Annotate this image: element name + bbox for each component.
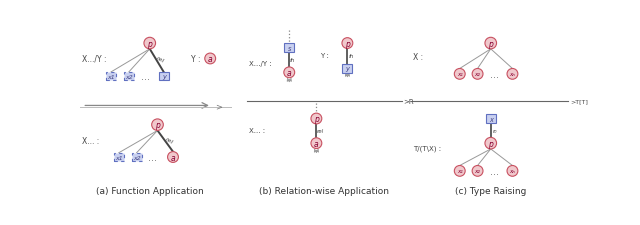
- Text: ...: ...: [141, 72, 150, 82]
- Circle shape: [472, 69, 483, 80]
- FancyBboxPatch shape: [284, 44, 294, 53]
- Text: rel: rel: [317, 129, 324, 134]
- Text: x1: x1: [107, 74, 115, 79]
- Circle shape: [311, 114, 322, 124]
- Text: x₂: x₂: [475, 72, 481, 77]
- Text: x₂: x₂: [475, 169, 481, 174]
- Text: p: p: [488, 39, 493, 48]
- Text: ...: ...: [148, 152, 157, 162]
- Text: X... :: X... :: [83, 136, 100, 145]
- Text: (c) Type Raising: (c) Type Raising: [455, 186, 527, 195]
- Text: p: p: [345, 39, 350, 48]
- Text: (b) Relation-wise Application: (b) Relation-wise Application: [259, 186, 389, 195]
- FancyBboxPatch shape: [114, 153, 124, 162]
- Text: r₀: r₀: [492, 129, 497, 134]
- Text: a: a: [208, 55, 212, 64]
- Circle shape: [507, 166, 518, 176]
- Text: y: y: [346, 66, 349, 72]
- Text: s: s: [287, 45, 291, 52]
- Text: X :: X :: [413, 53, 424, 62]
- Text: fn: fn: [349, 54, 354, 59]
- Text: p: p: [155, 121, 160, 130]
- Circle shape: [485, 38, 497, 50]
- Text: x₁: x₁: [457, 72, 463, 77]
- Text: X.../Y :: X.../Y :: [249, 61, 272, 67]
- Text: rel: rel: [156, 55, 165, 64]
- Text: Y :: Y :: [191, 55, 200, 64]
- Text: (a) Function Application: (a) Function Application: [96, 186, 204, 195]
- Text: p: p: [147, 39, 152, 48]
- Circle shape: [472, 166, 483, 176]
- Text: xₙ: xₙ: [509, 72, 515, 77]
- Text: >R: >R: [403, 98, 414, 104]
- Text: x: x: [489, 116, 493, 122]
- Text: X... :: X... :: [249, 128, 265, 133]
- Text: x1: x1: [115, 155, 123, 160]
- Circle shape: [485, 138, 497, 149]
- Text: x₁: x₁: [457, 169, 463, 174]
- FancyBboxPatch shape: [342, 65, 353, 73]
- Circle shape: [311, 138, 322, 149]
- Circle shape: [454, 69, 465, 80]
- Text: y: y: [162, 74, 166, 80]
- Circle shape: [342, 38, 353, 49]
- Text: p: p: [488, 139, 493, 148]
- Circle shape: [507, 69, 518, 80]
- Circle shape: [454, 166, 465, 176]
- Text: p: p: [314, 115, 319, 124]
- Circle shape: [284, 68, 294, 78]
- Text: X.../Y :: X.../Y :: [83, 55, 107, 64]
- Text: a: a: [314, 139, 319, 148]
- Circle shape: [168, 152, 179, 163]
- Circle shape: [152, 119, 163, 131]
- Circle shape: [144, 38, 156, 50]
- FancyBboxPatch shape: [124, 73, 134, 81]
- Text: ...: ...: [490, 166, 499, 176]
- Text: >: >: [215, 101, 222, 110]
- Text: x2: x2: [132, 155, 140, 160]
- Text: ...: ...: [490, 70, 499, 79]
- Text: a: a: [287, 69, 292, 77]
- Text: x2: x2: [125, 74, 132, 79]
- Text: >T[T]: >T[T]: [570, 99, 588, 104]
- Text: xₙ: xₙ: [509, 169, 515, 174]
- Text: fn: fn: [290, 58, 295, 63]
- Text: Y :: Y :: [320, 53, 329, 59]
- FancyBboxPatch shape: [159, 73, 169, 81]
- Text: rel: rel: [164, 136, 174, 145]
- FancyBboxPatch shape: [106, 73, 116, 81]
- FancyBboxPatch shape: [486, 115, 496, 123]
- Text: a: a: [171, 153, 175, 162]
- Circle shape: [205, 54, 216, 65]
- FancyBboxPatch shape: [132, 153, 141, 162]
- Text: T/(T\X) :: T/(T\X) :: [413, 145, 442, 151]
